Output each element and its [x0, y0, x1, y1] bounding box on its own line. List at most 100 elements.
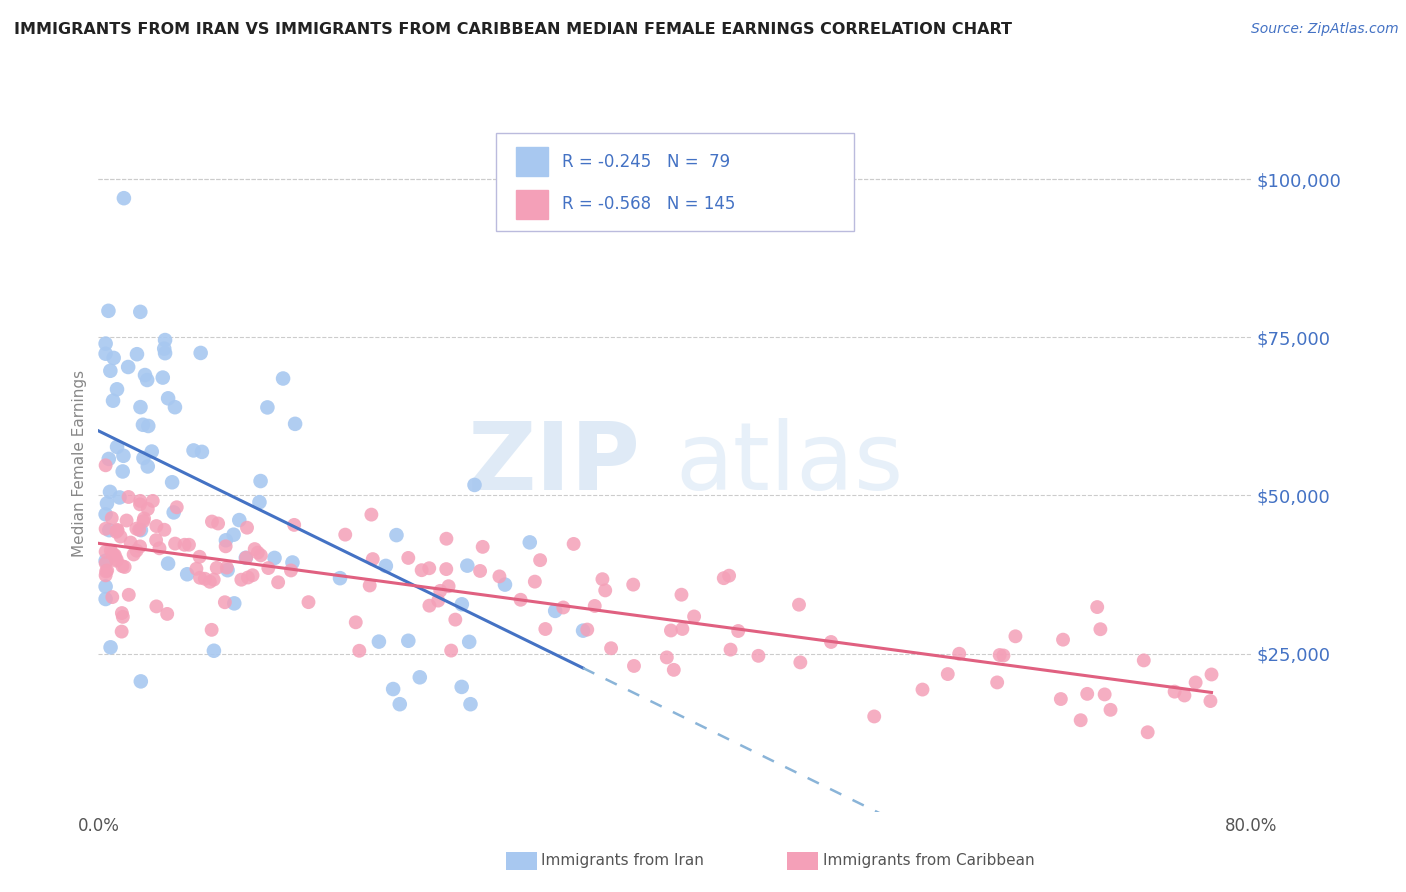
Point [1050, 692, 1073, 706]
Point [385, 528, 408, 542]
Text: R = -0.568   N = 145: R = -0.568 N = 145 [562, 195, 735, 213]
Point [1184, 675, 1206, 690]
Point [101, 393, 124, 408]
Point [103, 351, 125, 365]
Point [418, 599, 440, 613]
Point [207, 516, 229, 531]
Point [214, 539, 236, 553]
Point [145, 533, 167, 548]
Point [727, 624, 749, 638]
Point [202, 644, 225, 658]
Point [437, 579, 460, 593]
Point [583, 599, 606, 613]
Point [129, 540, 152, 554]
Point [388, 697, 411, 711]
Point [132, 451, 155, 466]
Point [94, 580, 117, 594]
Point [97, 303, 120, 318]
Point [105, 523, 128, 537]
Point [217, 563, 239, 577]
Point [450, 597, 472, 611]
Point [243, 542, 266, 557]
Point [94, 554, 117, 568]
Point [257, 561, 280, 575]
Point [427, 593, 450, 607]
Point [494, 577, 516, 591]
Text: ZIP: ZIP [467, 417, 640, 510]
Point [111, 610, 134, 624]
Point [188, 549, 211, 564]
Text: R = -0.245   N =  79: R = -0.245 N = 79 [562, 153, 730, 171]
Point [201, 515, 224, 529]
Point [235, 550, 257, 565]
Bar [516, 147, 548, 177]
Point [250, 549, 273, 563]
Point [100, 640, 122, 655]
Point [125, 522, 148, 536]
Point [104, 548, 127, 562]
Point [214, 595, 236, 609]
Point [186, 562, 208, 576]
Point [190, 346, 212, 360]
Point [335, 527, 357, 541]
Text: Source: ZipAtlas.com: Source: ZipAtlas.com [1251, 22, 1399, 37]
Point [215, 533, 238, 548]
Point [141, 444, 163, 458]
Point [623, 659, 645, 673]
Text: atlas: atlas [675, 417, 903, 510]
Point [562, 537, 585, 551]
Point [411, 563, 433, 577]
Point [110, 530, 132, 544]
Point [114, 560, 136, 574]
Point [129, 497, 152, 511]
Point [101, 590, 124, 604]
Point [105, 382, 128, 396]
Point [108, 491, 131, 505]
Point [173, 538, 195, 552]
Point [1132, 653, 1154, 667]
Point [329, 571, 352, 585]
Point [94, 545, 117, 559]
Point [600, 641, 623, 656]
Point [100, 511, 122, 525]
Point [297, 595, 319, 609]
Point [1163, 684, 1185, 698]
Point [194, 572, 217, 586]
Point [988, 648, 1011, 662]
Point [94, 458, 117, 473]
Point [129, 305, 152, 319]
Point [165, 536, 187, 550]
Bar [516, 190, 548, 219]
Point [519, 535, 541, 549]
Point [112, 449, 135, 463]
Text: Immigrants from Iran: Immigrants from Iran [541, 854, 704, 868]
Point [271, 371, 294, 385]
Point [671, 622, 693, 636]
Point [129, 523, 152, 537]
Point [148, 541, 170, 556]
Point [986, 675, 1008, 690]
Point [94, 347, 117, 361]
Point [163, 505, 186, 519]
Point [374, 558, 396, 573]
Point [98, 523, 121, 537]
Point [231, 573, 253, 587]
Point [236, 521, 259, 535]
Point [509, 592, 531, 607]
Point [152, 370, 174, 384]
Point [136, 502, 159, 516]
Point [463, 478, 485, 492]
Point [544, 604, 567, 618]
Point [145, 519, 167, 533]
Point [662, 663, 685, 677]
Point [105, 440, 128, 454]
Point [94, 565, 117, 579]
Point [993, 648, 1015, 663]
Point [280, 564, 302, 578]
Point [236, 570, 259, 584]
Point [183, 443, 205, 458]
Point [418, 561, 440, 575]
Point [1004, 629, 1026, 643]
Point [94, 592, 117, 607]
Point [1099, 703, 1122, 717]
